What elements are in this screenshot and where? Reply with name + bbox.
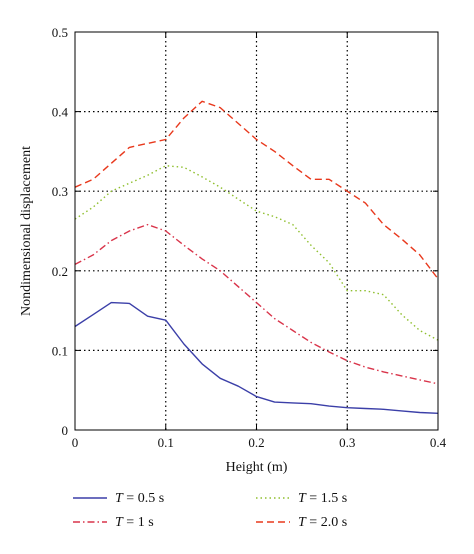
y-tick-label: 0.1 bbox=[52, 343, 68, 358]
x-tick-label: 0.3 bbox=[339, 435, 355, 450]
series-line-1 bbox=[74, 301, 439, 414]
x-tick-label: 0.4 bbox=[430, 435, 447, 450]
x-tick-label: 0 bbox=[72, 435, 79, 450]
y-tick-label: 0.5 bbox=[52, 25, 68, 40]
legend: T = 0.5 s T = 1.5 s T = 1 s T = 2.0 s bbox=[73, 491, 347, 530]
y-tick-label: 0.3 bbox=[52, 184, 68, 199]
y-tick-label: 0 bbox=[62, 423, 69, 438]
legend-label: T = 2.0 s bbox=[298, 515, 347, 530]
series-line-3 bbox=[74, 164, 439, 341]
series-line-4 bbox=[74, 100, 439, 280]
y-axis-label: Nondimensional displacement bbox=[19, 146, 34, 316]
x-tick-label: 0.2 bbox=[248, 435, 264, 450]
series-lines bbox=[74, 100, 439, 414]
legend-label: T = 1.5 s bbox=[298, 491, 347, 506]
y-tick-label: 0.4 bbox=[52, 105, 69, 120]
legend-label: T = 1 s bbox=[115, 515, 154, 530]
x-axis-label: Height (m) bbox=[226, 460, 288, 475]
x-tick-label: 0.1 bbox=[158, 435, 174, 450]
legend-label: T = 0.5 s bbox=[115, 491, 164, 506]
series-line-2 bbox=[74, 223, 439, 385]
y-tick-label: 0.2 bbox=[52, 264, 68, 279]
axis-ticks: 0 0.1 0.2 0.3 0.4 0 0.1 0.2 0.3 0.4 0.5 bbox=[52, 25, 447, 450]
